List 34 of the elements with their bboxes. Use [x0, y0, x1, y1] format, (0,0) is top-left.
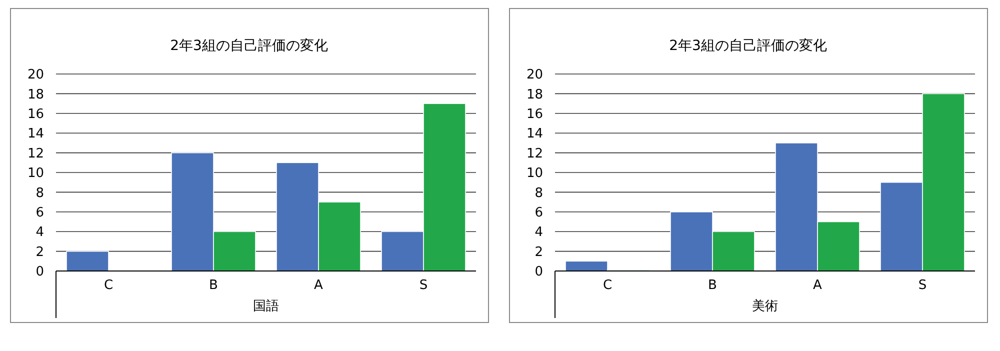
- y-tick-label: 12: [27, 146, 44, 162]
- y-tick-label: 2: [534, 244, 543, 260]
- y-tick-label: 8: [534, 186, 543, 201]
- x-tick-label: B: [209, 278, 218, 293]
- x-axis-title: 美術: [752, 298, 778, 314]
- x-tick-label: A: [314, 278, 324, 293]
- x-tick-label: B: [708, 278, 717, 293]
- y-tick-label: 18: [526, 87, 543, 102]
- x-tick-label: C: [104, 278, 114, 293]
- x-tick-label: S: [918, 278, 927, 293]
- y-tick-label: 18: [27, 87, 44, 102]
- y-tick-label: 4: [534, 225, 543, 240]
- y-tick-label: 0: [534, 264, 543, 280]
- y-tick-label: 6: [534, 205, 543, 220]
- y-tick-label: 16: [526, 106, 543, 122]
- x-tick-label: A: [813, 278, 822, 293]
- y-tick-label: 4: [36, 225, 44, 240]
- x-tick-label: S: [419, 278, 428, 293]
- x-tick-label: C: [602, 278, 612, 293]
- y-tick-label: 20: [526, 68, 543, 83]
- y-tick-label: 14: [526, 126, 543, 142]
- y-tick-label: 0: [36, 264, 44, 280]
- y-tick-label: 8: [36, 186, 44, 201]
- y-tick-label: 12: [526, 146, 543, 162]
- y-tick-label: 10: [526, 166, 543, 182]
- y-tick-label: 6: [36, 205, 44, 220]
- y-tick-label: 16: [27, 106, 44, 122]
- y-tick-label: 2: [36, 244, 44, 260]
- chart-title: 2年3組の自己評価の変化: [669, 38, 827, 54]
- y-tick-label: 10: [27, 166, 44, 182]
- y-tick-label: 20: [27, 68, 44, 83]
- x-axis-title: 国語: [253, 299, 279, 314]
- chart-title: 2年3組の自己評価の変化: [170, 38, 328, 54]
- y-tick-label: 14: [27, 126, 44, 142]
